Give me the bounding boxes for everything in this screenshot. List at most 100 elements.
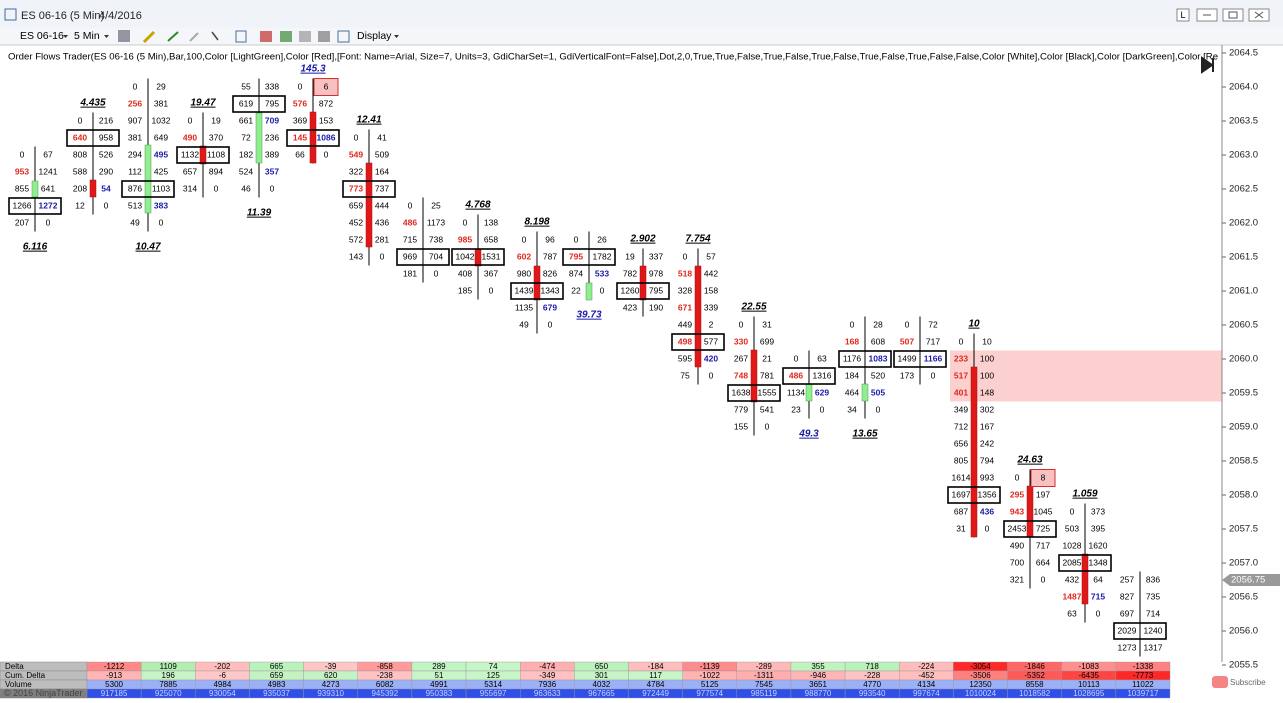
- ask-volume: 1086: [317, 132, 336, 142]
- price-row: 943 1045: [1010, 506, 1053, 516]
- table-value: -1311: [754, 671, 774, 680]
- bar-label: 10: [968, 319, 980, 330]
- ask-volume: 164: [375, 166, 389, 176]
- ask-volume: 100: [980, 370, 994, 380]
- bar-label: 49.3: [798, 429, 819, 440]
- ask-volume: 0: [214, 183, 219, 193]
- price-row: 173 0: [900, 370, 936, 380]
- window-button[interactable]: [1176, 8, 1190, 22]
- bid-volume: 0: [959, 336, 964, 346]
- bar-body: [750, 349, 758, 403]
- bid-volume: 0: [574, 234, 579, 244]
- ask-volume: 872: [319, 98, 333, 108]
- bid-volume: 173: [900, 370, 914, 380]
- footprint-bar: 257 836 827 735 697 714 2029 1240 1273 1317: [1113, 571, 1167, 657]
- bid-volume: 507: [900, 336, 914, 346]
- ask-volume: 67: [43, 149, 53, 159]
- ask-volume: 0: [820, 404, 825, 414]
- bid-volume: 328: [678, 285, 692, 295]
- table-value: -1022: [699, 671, 720, 680]
- table-value: 8558: [1026, 680, 1044, 689]
- price-row: 381 649: [128, 132, 168, 142]
- bid-volume: 112: [128, 166, 142, 176]
- ask-volume: 0: [1041, 574, 1046, 584]
- table-value: 125: [486, 671, 500, 680]
- price-row: 0 63: [794, 353, 827, 363]
- ask-volume: 0: [600, 285, 605, 295]
- bid-volume: 0: [78, 115, 83, 125]
- ask-volume: 608: [871, 336, 885, 346]
- price-row: 233 100: [954, 353, 994, 363]
- y-tick-label: 2056.5: [1229, 592, 1258, 603]
- toolbar-icons[interactable]: [118, 30, 350, 44]
- price-row: 256 381: [128, 98, 168, 108]
- title-bar: [0, 0, 1283, 28]
- cell-box: [727, 384, 781, 402]
- watermark: © 2016 NinjaTrader: [4, 688, 82, 698]
- bid-volume: 513: [128, 200, 142, 210]
- ask-volume: 0: [324, 149, 329, 159]
- ask-volume: 148: [980, 387, 994, 397]
- bid-volume: 0: [794, 353, 799, 363]
- table-value: 718: [865, 662, 879, 671]
- window-title: ES 06-16 (5 Min): [21, 10, 104, 22]
- table-value: 301: [595, 671, 609, 680]
- price-row: 408 367: [458, 268, 498, 278]
- bid-volume: 795: [569, 251, 583, 261]
- ask-volume: 242: [980, 438, 994, 448]
- bid-volume: 490: [1010, 540, 1024, 550]
- ask-volume: 338: [265, 81, 279, 91]
- ask-volume: 370: [209, 132, 223, 142]
- ask-volume: 714: [1146, 608, 1160, 618]
- price-row: 700 664: [1010, 557, 1050, 567]
- bid-volume: 184: [845, 370, 859, 380]
- highlight-zone: [950, 350, 1222, 402]
- bar-body: [309, 111, 317, 164]
- interval-dropdown[interactable]: 5 Min: [74, 30, 100, 42]
- ask-volume: 100: [980, 353, 994, 363]
- y-tick-label: 2059.5: [1229, 388, 1258, 399]
- ask-volume: 894: [209, 166, 223, 176]
- ask-volume: 138: [484, 217, 498, 227]
- cell-box: [1003, 520, 1057, 538]
- bid-volume: 656: [954, 438, 968, 448]
- ask-volume: 28: [873, 319, 883, 329]
- price-row: 185 0: [458, 285, 494, 295]
- ask-volume: 649: [154, 132, 168, 142]
- ask-volume: 1083: [869, 353, 888, 363]
- bar-label: 10.47: [135, 242, 160, 253]
- table-value: 12350: [969, 680, 992, 689]
- price-row: 0 72: [905, 319, 938, 329]
- ask-volume: 420: [704, 353, 718, 363]
- table-value: 4984: [213, 680, 231, 689]
- bid-volume: 0: [850, 319, 855, 329]
- bid-volume: 1499: [898, 353, 917, 363]
- ask-volume: 381: [154, 98, 168, 108]
- ask-volume: 1620: [1089, 540, 1108, 550]
- play-icon[interactable]: [1201, 56, 1214, 74]
- ask-volume: 541: [760, 404, 774, 414]
- price-row: 0 25: [408, 200, 441, 210]
- bid-volume: 181: [403, 268, 417, 278]
- y-tick-label: 2061.5: [1229, 252, 1258, 263]
- bar-label: 22.55: [740, 302, 766, 313]
- display-menu[interactable]: Display: [357, 30, 392, 42]
- bid-volume: 524: [239, 166, 253, 176]
- ask-volume: 190: [649, 302, 663, 312]
- subscribe-label[interactable]: Subscribe: [1230, 678, 1266, 687]
- maximize-button[interactable]: [1222, 8, 1244, 22]
- price-row: 503 395: [1065, 523, 1105, 533]
- bid-volume: 294: [128, 149, 142, 159]
- footprint-bar: 0 29 256 381 907 1032 381 649 294 495 112 425 876 110…: [121, 78, 175, 253]
- table-value: -3506: [970, 671, 991, 680]
- bar-label: 145.3: [300, 64, 325, 75]
- instrument-dropdown[interactable]: ES 06-16: [20, 30, 64, 42]
- subscribe-icon[interactable]: [1212, 676, 1228, 688]
- bid-volume: 0: [1015, 472, 1020, 482]
- bar-body: [585, 282, 593, 301]
- bid-volume: 49: [519, 319, 529, 329]
- ask-volume: 0: [876, 404, 881, 414]
- price-row: 2029 1240: [1113, 622, 1167, 640]
- ask-volume: 1782: [593, 251, 612, 261]
